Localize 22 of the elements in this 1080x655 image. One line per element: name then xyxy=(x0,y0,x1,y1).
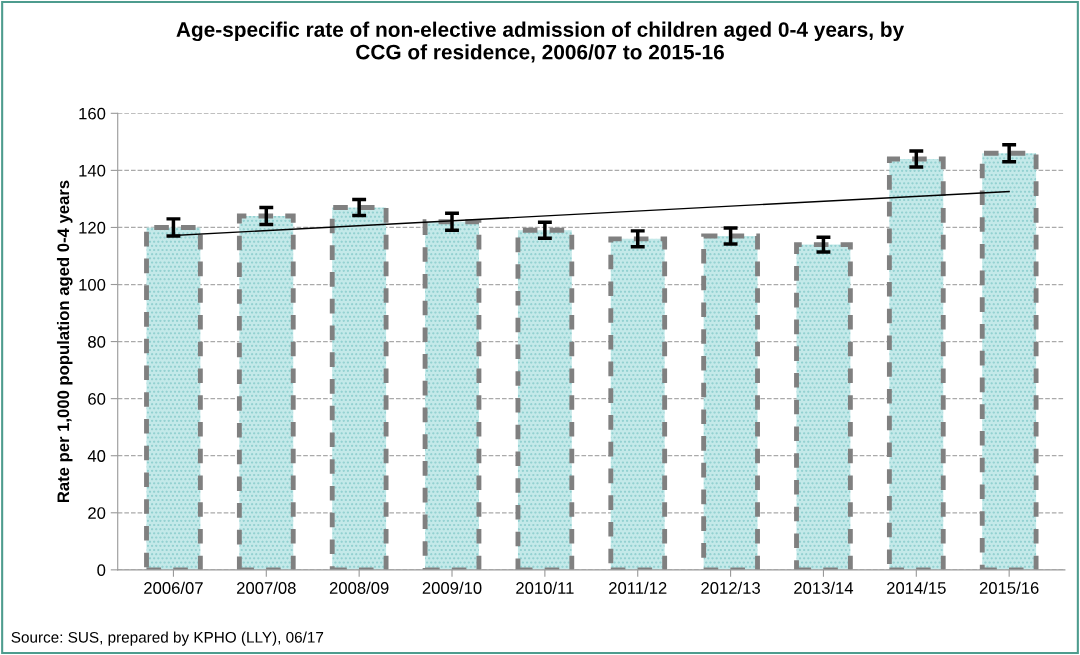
y-tick-label: 100 xyxy=(79,278,106,291)
x-tick-label: 2011/12 xyxy=(609,581,667,594)
x-tick-label: 2007/08 xyxy=(237,581,296,594)
y-tick-label: 0 xyxy=(97,564,106,577)
source-note: Source: SUS, prepared by KPHO (LLY), 06/17 xyxy=(11,631,324,646)
y-tick-label: 40 xyxy=(87,450,106,462)
x-tick-label: 2013/14 xyxy=(794,581,854,594)
y-tick-label: 140 xyxy=(79,164,106,177)
y-tick-label: 20 xyxy=(88,507,106,519)
x-tick-label: 2006/07 xyxy=(144,581,203,594)
x-tick-label: 2009/10 xyxy=(422,581,482,594)
x-tick-label: 2014/15 xyxy=(887,581,946,594)
y-tick-label: 120 xyxy=(79,221,106,234)
x-tick-label: 2010/11 xyxy=(516,581,574,594)
x-tick-label: 2015/16 xyxy=(979,581,1039,594)
y-axis-title: Rate per 1,000 population aged 0-4 years xyxy=(56,180,73,503)
y-tick-label: 160 xyxy=(79,107,106,120)
y-tick-label: 80 xyxy=(88,335,106,348)
chart-title: Age-specific rate of non-elective admission of children aged 0-4 years, by CCG of residence, 2006/07 to 2015-16 xyxy=(176,21,905,63)
y-tick-label: 60 xyxy=(88,393,106,405)
x-tick-label: 2012/13 xyxy=(701,581,760,594)
x-tick-label: 2008/09 xyxy=(329,581,389,594)
